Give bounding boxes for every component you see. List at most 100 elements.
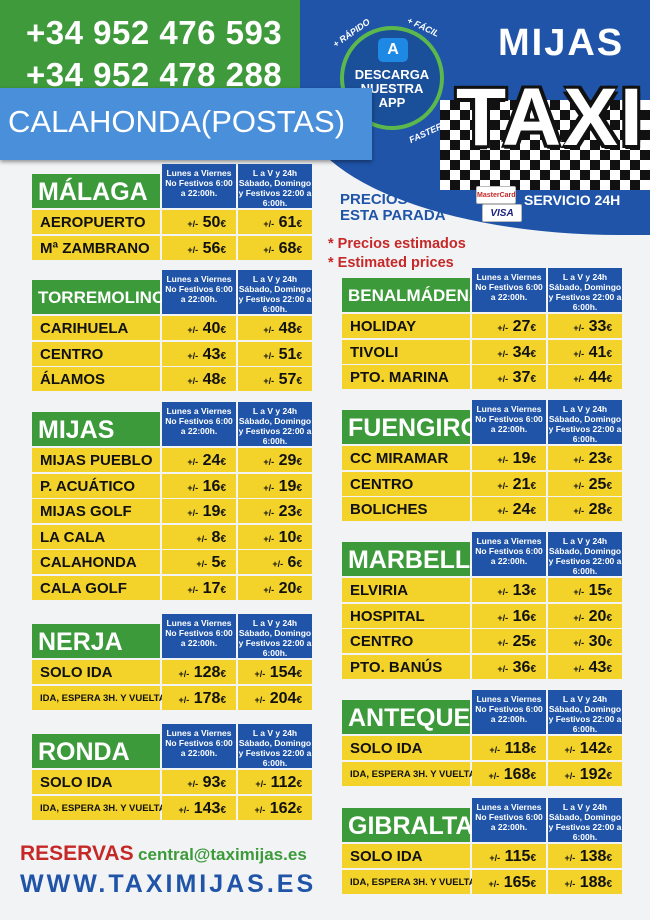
price-approx-prefix: +/- xyxy=(187,219,199,229)
price-row: CALAHONDA +/- 5€ +/- 6€ xyxy=(32,550,312,574)
column-header-weekend: L a V y 24h Sábado, Domingo y Festivos 2… xyxy=(238,724,312,768)
destination-name: ELVIRIA xyxy=(342,578,470,602)
city-header-green xyxy=(342,808,470,842)
price-approx-prefix: +/- xyxy=(488,878,500,889)
price-weekend: +/- 188€ xyxy=(548,869,622,894)
price-weekend: +/- 23€ xyxy=(238,499,312,523)
euro-symbol: € xyxy=(296,669,302,680)
price-value: 20 xyxy=(278,579,297,597)
column-header-weekday: Lunes a Viernes No Festivos 6:00 a 22:00… xyxy=(162,270,236,314)
price-approx-prefix: +/- xyxy=(187,584,199,595)
euro-symbol: € xyxy=(606,374,612,385)
destination-name: CC MIRAMAR xyxy=(342,446,470,470)
price-weekend: +/- 20€ xyxy=(548,603,622,628)
app-store-icon: A xyxy=(378,38,408,62)
price-value: 24 xyxy=(202,452,221,469)
price-value: 19 xyxy=(278,477,297,495)
city-header: GIBRALTAR xyxy=(342,798,622,842)
price-approx-prefix: +/- xyxy=(573,348,585,359)
price-weekday: +/- 43€ xyxy=(162,341,236,366)
destination-name: CALA GOLF xyxy=(32,575,160,600)
website-link[interactable]: WWW.TAXIMIJAS.ES xyxy=(20,870,317,898)
euro-symbol: € xyxy=(220,350,226,362)
price-weekday: +/- 48€ xyxy=(162,367,236,391)
price-weekend: +/- 51€ xyxy=(238,341,312,366)
price-value: 48 xyxy=(202,371,221,388)
destination-name: IDA, ESPERA 3H. Y VUELTA xyxy=(32,685,166,710)
euro-symbol: € xyxy=(296,376,302,387)
price-weekend: +/- 28€ xyxy=(548,497,622,521)
reservations-email[interactable]: central@taximijas.es xyxy=(138,845,307,864)
city-name: MIJAS xyxy=(38,416,115,444)
price-weekend: +/- 33€ xyxy=(548,314,622,338)
price-weekend: +/- 30€ xyxy=(548,629,622,653)
price-value: 24 xyxy=(512,501,531,518)
column-header-weekend: L a V y 24h Sábado, Domingo y Festivos 2… xyxy=(548,532,622,576)
destination-name: IDA, ESPERA 3H. Y VUELTA xyxy=(342,761,476,786)
price-row: SOLO IDA +/- 128€ +/- 154€ xyxy=(32,660,312,684)
price-approx-prefix: +/- xyxy=(497,506,509,516)
price-approx-prefix: +/- xyxy=(263,325,275,335)
price-approx-prefix: +/- xyxy=(573,638,585,648)
euro-symbol: € xyxy=(296,219,302,230)
service-24h: SERVICIO 24H xyxy=(524,192,621,208)
phone-number-2[interactable]: +34 952 478 288 xyxy=(26,56,283,93)
phone-number-1[interactable]: +34 952 476 593 xyxy=(26,14,283,51)
price-value: 29 xyxy=(278,452,297,469)
price-approx-prefix: +/- xyxy=(573,323,585,333)
euro-symbol: € xyxy=(606,455,612,466)
destination-name: CARIHUELA xyxy=(32,316,160,340)
price-row: HOSPITAL +/- 16€ +/- 20€ xyxy=(342,603,622,628)
price-row: Mª ZAMBRANO +/- 56€ +/- 68€ xyxy=(32,235,312,260)
price-value: 204 xyxy=(269,689,297,707)
price-weekend: +/- 19€ xyxy=(238,473,312,498)
city-name: RONDA xyxy=(38,738,130,766)
destination-name: SOLO IDA xyxy=(32,770,160,794)
euro-symbol: € xyxy=(296,482,302,494)
price-value: 57 xyxy=(278,371,297,388)
price-approx-prefix: +/- xyxy=(573,374,585,384)
price-row: IDA, ESPERA 3H. Y VUELTA +/- 143€ +/- 162€ xyxy=(32,795,312,820)
price-value: 36 xyxy=(512,658,531,676)
destination-name: BOLICHES xyxy=(342,497,470,521)
location-banner: CALAHONDA(POSTAS) xyxy=(0,88,372,160)
euro-symbol: € xyxy=(220,457,226,468)
price-value: 13 xyxy=(512,582,531,599)
price-value: 23 xyxy=(278,503,297,520)
price-approx-prefix: +/- xyxy=(573,455,585,465)
price-weekday: +/- 16€ xyxy=(472,603,546,628)
city-header: MIJAS xyxy=(32,402,312,446)
price-row: CENTRO +/- 43€ +/- 51€ xyxy=(32,341,312,366)
price-weekday: +/- 13€ xyxy=(472,578,546,602)
euro-symbol: € xyxy=(296,804,302,816)
euro-symbol: € xyxy=(220,325,226,336)
column-header-weekend: L a V y 24h Sábado, Domingo y Festivos 2… xyxy=(548,400,622,444)
euro-symbol: € xyxy=(606,323,612,334)
price-weekend: +/- 138€ xyxy=(548,844,622,868)
download-app-badge[interactable]: A DESCARGA NUESTRA APP xyxy=(340,26,444,130)
column-header-weekday: Lunes a Viernes No Festivos 6:00 a 22:00… xyxy=(472,400,546,444)
euro-symbol: € xyxy=(530,455,536,466)
price-row: P. ACUÁTICO +/- 16€ +/- 19€ xyxy=(32,473,312,498)
price-weekend: +/- 68€ xyxy=(238,235,312,260)
price-weekend: +/- 154€ xyxy=(238,660,312,684)
price-value: 115 xyxy=(504,848,531,865)
price-weekend: +/- 57€ xyxy=(238,367,312,391)
column-header-weekend: L a V y 24h Sábado, Domingo y Festivos 2… xyxy=(548,268,622,312)
price-value: 5 xyxy=(211,554,221,571)
euro-symbol: € xyxy=(606,348,612,360)
city-header: BENALMÁDENA xyxy=(342,268,622,312)
city-header: MÁLAGA xyxy=(32,164,312,208)
price-approx-prefix: +/- xyxy=(178,669,190,679)
price-row: BOLICHES +/- 24€ +/- 28€ xyxy=(342,497,622,521)
price-value: 143 xyxy=(193,799,221,817)
price-weekday: +/- 37€ xyxy=(472,365,546,389)
price-value: 25 xyxy=(588,475,607,493)
price-weekday: +/- 93€ xyxy=(162,770,236,794)
price-row: SOLO IDA +/- 93€ +/- 112€ xyxy=(32,770,312,794)
price-value: 44 xyxy=(588,369,607,386)
price-approx-prefix: +/- xyxy=(263,457,275,467)
price-value: 33 xyxy=(588,318,607,335)
price-approx-prefix: +/- xyxy=(178,694,190,705)
price-weekend: +/- 43€ xyxy=(548,654,622,679)
